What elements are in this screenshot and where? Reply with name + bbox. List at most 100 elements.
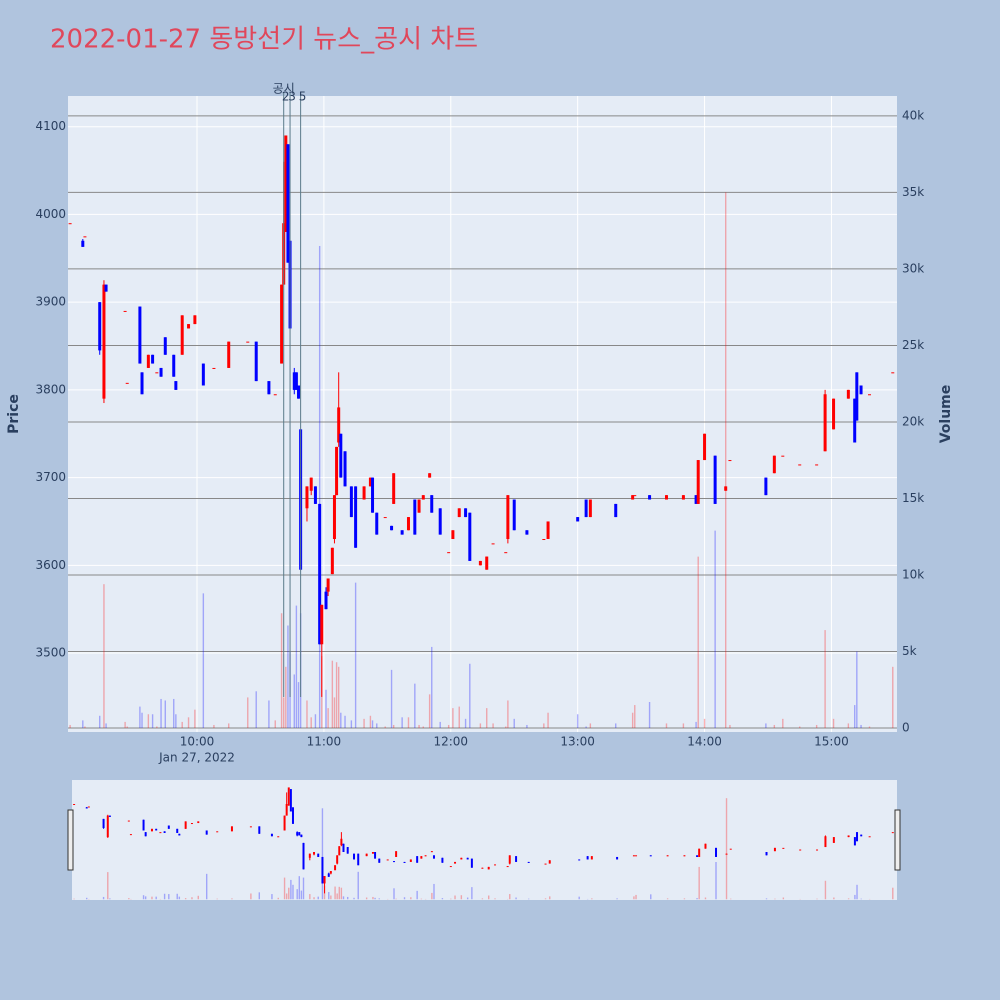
volume-bar bbox=[250, 893, 252, 900]
candle-body bbox=[823, 394, 827, 452]
y2-tick-label: 40k bbox=[902, 108, 924, 122]
volume-bar bbox=[703, 718, 706, 729]
candle-body bbox=[302, 842, 305, 870]
candle-body bbox=[277, 836, 280, 838]
candle-body bbox=[129, 834, 132, 836]
volume-bar bbox=[410, 897, 412, 900]
candle-body bbox=[616, 856, 619, 860]
candle-body bbox=[138, 306, 142, 364]
candle-body bbox=[289, 789, 292, 812]
candle-body bbox=[420, 856, 423, 859]
candle-body bbox=[323, 876, 326, 884]
volume-bar bbox=[854, 705, 856, 729]
candle-body bbox=[515, 856, 518, 862]
candle-body bbox=[413, 499, 417, 535]
volume-bar bbox=[283, 697, 285, 729]
candle-body bbox=[696, 855, 699, 857]
volume-bar bbox=[371, 720, 374, 729]
candle-body bbox=[184, 821, 187, 829]
candle-body bbox=[478, 560, 482, 566]
candle-body bbox=[847, 835, 850, 838]
candle-body bbox=[824, 836, 827, 848]
volume-bar bbox=[310, 717, 312, 729]
volume-bar bbox=[338, 886, 340, 900]
volume-bar bbox=[302, 877, 305, 900]
candle-body bbox=[374, 852, 377, 859]
candle-body bbox=[703, 433, 707, 461]
volume-bar bbox=[247, 697, 249, 729]
candle-body bbox=[146, 354, 150, 368]
volume-bar bbox=[431, 646, 433, 729]
volume-bar bbox=[151, 714, 154, 729]
candle-body bbox=[167, 825, 170, 829]
volume-bar bbox=[327, 708, 329, 729]
candle-body bbox=[403, 861, 406, 863]
candle-body bbox=[246, 341, 250, 343]
candle-body bbox=[216, 831, 219, 833]
y2-axis-title: Volume bbox=[938, 385, 954, 444]
volume-bar bbox=[357, 871, 359, 900]
candle-body bbox=[868, 394, 872, 396]
volume-bar bbox=[292, 884, 294, 900]
volume-bar bbox=[181, 721, 183, 729]
volume-bar bbox=[353, 897, 355, 900]
candle-body bbox=[371, 477, 375, 513]
volume-bar bbox=[856, 651, 858, 729]
candle-body bbox=[481, 867, 484, 869]
candle-body bbox=[395, 851, 398, 857]
volume-bar bbox=[469, 663, 471, 729]
candle-body bbox=[765, 852, 768, 856]
volume-bar bbox=[441, 898, 444, 900]
volume-bar bbox=[765, 898, 768, 900]
volume-bar bbox=[297, 682, 300, 729]
y2-tick-label: 10k bbox=[902, 567, 924, 581]
volume-bar bbox=[414, 683, 416, 729]
candle-body bbox=[354, 486, 358, 548]
candle-body bbox=[588, 499, 592, 518]
candle-body bbox=[527, 861, 530, 863]
volume-bar bbox=[513, 718, 515, 729]
volume-bar bbox=[191, 897, 193, 900]
volume-bar bbox=[105, 723, 107, 729]
volume-bar bbox=[126, 726, 128, 729]
candle-body bbox=[332, 495, 336, 540]
candle-body bbox=[855, 372, 859, 421]
candle-body bbox=[174, 381, 178, 390]
y-tick-label: 3600 bbox=[35, 558, 66, 572]
volume-bar bbox=[160, 698, 162, 729]
candle-body bbox=[313, 852, 316, 855]
candle-body bbox=[87, 806, 90, 808]
candle-body bbox=[85, 807, 88, 809]
volume-bar bbox=[509, 894, 511, 900]
candle-body bbox=[635, 855, 638, 857]
candle-body bbox=[432, 855, 435, 859]
candle-body bbox=[150, 828, 153, 832]
volume-bar bbox=[799, 726, 801, 729]
candle-body bbox=[383, 517, 387, 519]
candle-body bbox=[764, 477, 768, 496]
volume-bar bbox=[682, 723, 685, 729]
x-tick-label: 10:00 bbox=[180, 735, 215, 749]
volume-bar bbox=[683, 898, 686, 900]
candle-body bbox=[666, 855, 669, 857]
volume-bar bbox=[725, 798, 728, 900]
candle-body bbox=[73, 804, 76, 805]
range-handle-right[interactable] bbox=[894, 809, 901, 871]
range-slider[interactable] bbox=[72, 780, 897, 900]
candle-body bbox=[180, 315, 184, 355]
volume-bar bbox=[479, 723, 482, 729]
candle-body bbox=[258, 826, 261, 834]
volume-bar bbox=[774, 898, 776, 900]
volume-bar bbox=[847, 898, 850, 900]
candle-body bbox=[230, 826, 233, 832]
volume-bar bbox=[378, 898, 380, 900]
candle-body bbox=[297, 385, 301, 399]
candle-body bbox=[504, 552, 508, 554]
candle-body bbox=[187, 324, 191, 329]
plot-area bbox=[68, 96, 897, 732]
volume-bar bbox=[856, 884, 858, 900]
range-handle-left[interactable] bbox=[67, 809, 74, 871]
volume-bar bbox=[187, 717, 190, 729]
volume-bar bbox=[202, 593, 205, 729]
candle-body bbox=[470, 858, 473, 868]
